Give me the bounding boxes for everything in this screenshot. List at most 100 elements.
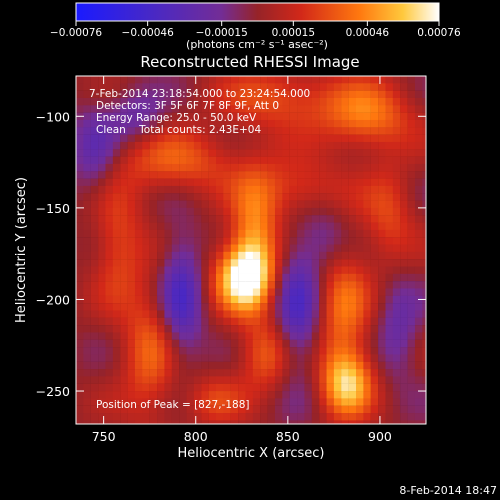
heatmap-cell [245,295,254,304]
heatmap-cell [282,237,290,245]
heatmap-cell [348,266,357,274]
heatmap-cell [341,332,349,340]
heatmap-cell [319,317,327,326]
heatmap-cell [134,273,143,282]
heatmap-cell [238,391,246,399]
heatmap-cell [112,413,121,421]
heatmap-cell [171,134,180,143]
heatmap-cell [120,83,128,91]
heatmap-cell [179,163,187,172]
heatmap-cell [400,97,408,106]
heatmap-cell [341,90,349,99]
heatmap-cell [186,222,195,231]
heatmap-cell [348,237,357,245]
heatmap-cell [238,325,246,333]
heatmap-cell [348,391,357,399]
heatmap-cell [333,295,342,304]
heatmap-cell [392,369,401,377]
heatmap-cell [216,391,224,399]
heatmap-cell [127,332,136,340]
heatmap-cell [186,303,195,311]
heatmap-cell [392,90,401,99]
heatmap-cell [370,398,379,406]
heatmap-cell [252,266,261,274]
heatmap-cell [252,295,261,304]
heatmap-cell [333,237,342,245]
heatmap-cell [186,332,195,340]
heatmap-cell [186,141,195,150]
heatmap-cell [186,83,195,91]
heatmap-cell [208,281,217,289]
heatmap-cell [238,90,246,99]
heatmap-cell [333,281,342,289]
heatmap-cell [112,295,121,304]
heatmap-cell [385,222,394,231]
heatmap-cell [319,171,327,179]
heatmap-cell [260,273,268,282]
heatmap-cell [414,207,423,216]
heatmap-cell [105,76,114,84]
heatmap-cell [98,134,106,143]
heatmap-cell [208,215,217,223]
heatmap-cell [289,259,298,267]
colorbar: −0.00076 −0.00046 −0.00015 0.00015 0.00046 0.… [50,2,461,51]
heatmap-cell [378,156,386,165]
heatmap-cell [208,405,217,414]
heatmap-cell [134,354,143,362]
heatmap-cell [238,420,246,424]
heatmap-cell [370,317,379,326]
heatmap-cell [407,413,416,421]
heatmap-cell [400,156,408,165]
heatmap-cell [171,369,180,377]
heatmap-cell [319,391,327,399]
heatmap-cell [223,163,231,172]
heatmap-cell [370,303,379,311]
heatmap-cell [326,178,335,187]
heatmap-cell [297,163,305,172]
heatmap-cell [230,383,239,392]
heatmap-cell [333,171,342,179]
heatmap-cell [378,420,386,424]
heatmap-cell [341,149,349,157]
heatmap-cell [363,281,371,289]
heatmap-cell [230,200,239,209]
heatmap-cell [98,405,106,414]
heatmap-cell [385,141,394,150]
heatmap-cell [326,288,335,296]
heatmap-cell [326,229,335,238]
heatmap-cell [238,398,246,406]
heatmap-cell [245,127,254,135]
heatmap-cell [267,420,276,424]
heatmap-cell [407,288,416,296]
heatmap-cell [76,391,84,399]
heatmap-cell [392,391,401,399]
heatmap-cell [282,310,290,318]
heatmap-cell [414,127,423,135]
heatmap-cell [245,339,254,348]
heatmap-cell [333,83,342,91]
heatmap-cell [230,281,239,289]
heatmap-cell [157,405,165,414]
heatmap-cell [171,325,180,333]
heatmap-cell [252,229,261,238]
heatmap-cell [127,413,136,421]
heatmap-cell [76,266,84,274]
heatmap-cell [319,134,327,143]
heatmap-cell [201,156,209,165]
heatmap-cell [363,90,371,99]
heatmap-cell [400,266,408,274]
heatmap-cell [127,405,136,414]
heatmap-cell [142,97,150,106]
heatmap-cell [260,149,268,157]
heatmap-cell [186,193,195,201]
heatmap-cell [171,332,180,340]
heatmap-cell [297,332,305,340]
heatmap-cell [90,229,99,238]
heatmap-cell [83,354,91,362]
heatmap-cell [193,222,202,231]
heatmap-cell [407,149,416,157]
heatmap-cell [149,259,158,267]
heatmap-cell [414,303,423,311]
heatmap-cell [223,156,231,165]
heatmap-cell [157,259,165,267]
